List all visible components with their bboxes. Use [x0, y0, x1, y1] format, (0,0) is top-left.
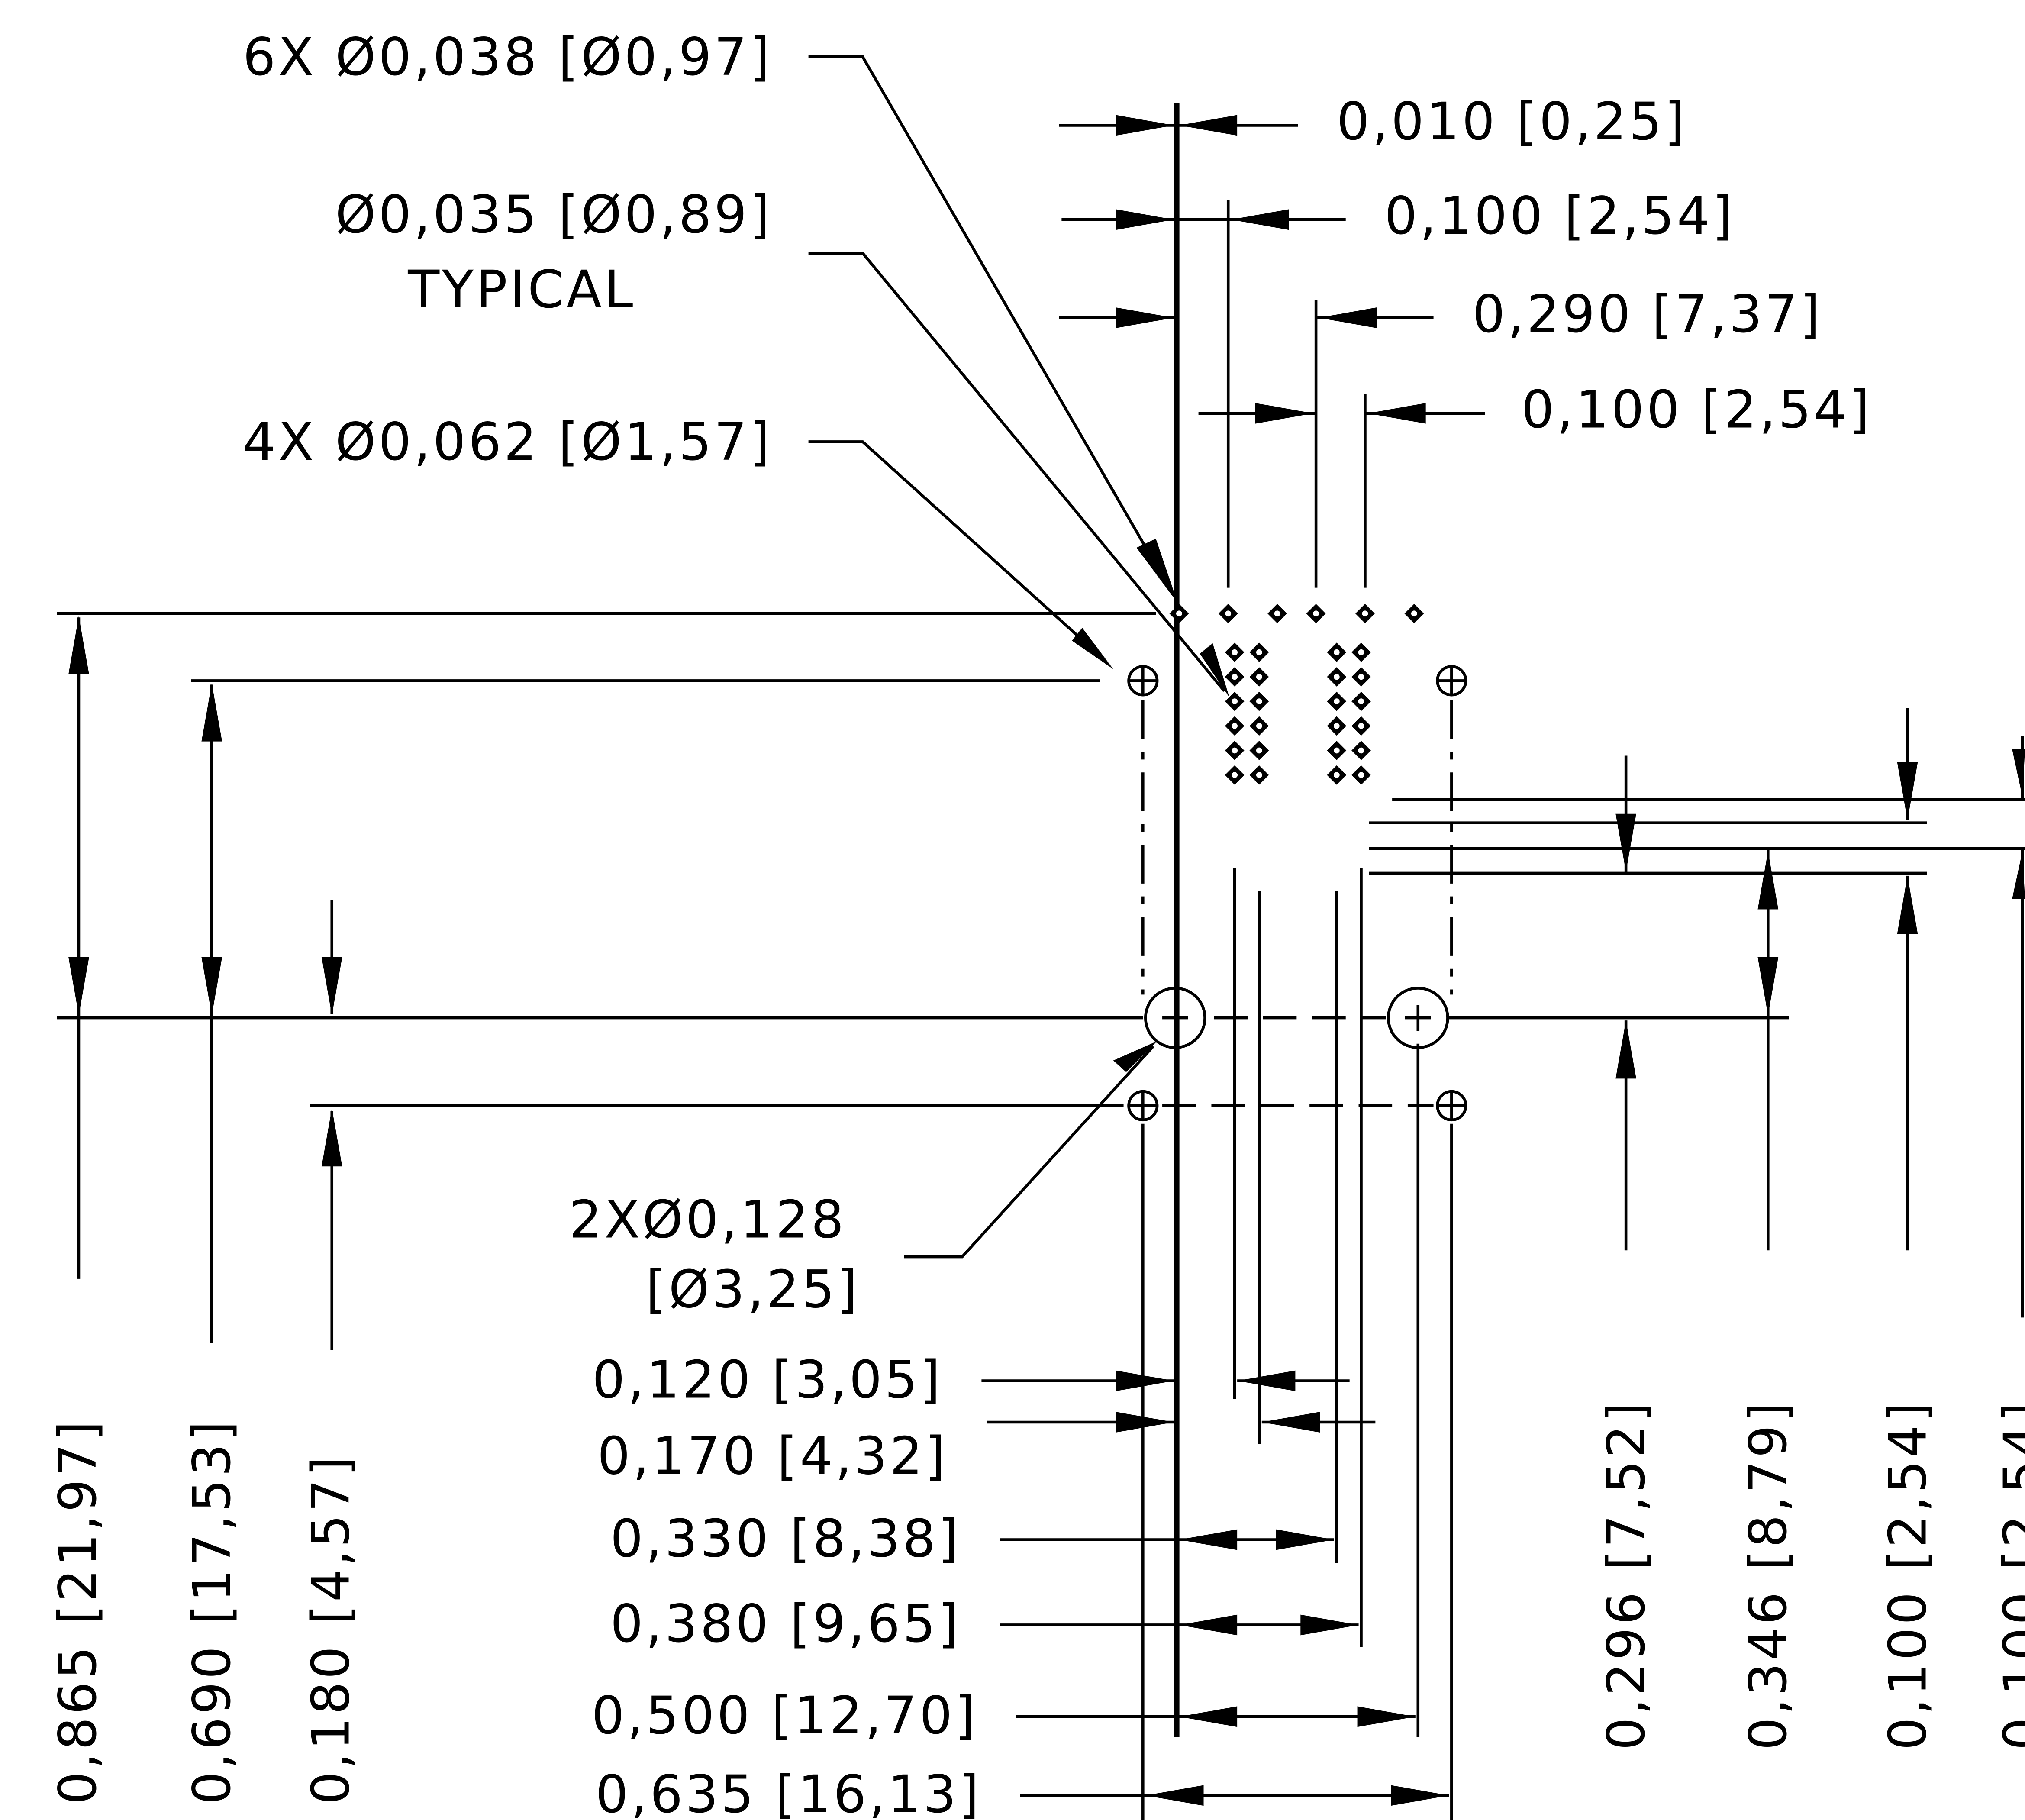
pin-pad-array [1169, 603, 1424, 785]
pin-pad-center [1358, 723, 1364, 729]
right-dim-label: 0,100 [2,54] [1878, 1400, 1938, 1750]
bottom-dim-label: 0,380 [9,65] [610, 1594, 961, 1654]
right-extension-lines [1369, 708, 2025, 1318]
pin-pad-center [1232, 747, 1238, 754]
bottom-dim-label: 0,500 [12,70] [592, 1686, 978, 1746]
top-dim-label: 0,100 [2,54] [1521, 380, 1872, 440]
pin-pad-center [1256, 649, 1262, 655]
pin-pad-center [1232, 649, 1238, 655]
callout-labels: 6X Ø0,038 [Ø0,97] Ø0,035 [Ø0,89] TYPICAL… [243, 27, 860, 1320]
left-dim-label: 0,865 [21,97] [48, 1418, 108, 1804]
pin-pad-center [1232, 674, 1238, 680]
left-extension-lines [57, 612, 1789, 1107]
pin-pad-center [1176, 610, 1182, 617]
top-dimension-labels: 0,010 [0,25] 0,100 [2,54] 0,290 [7,37] 0… [1337, 92, 1872, 440]
callout-pin-holes: 6X Ø0,038 [Ø0,97] [243, 27, 772, 87]
pin-pad-center [1358, 747, 1364, 754]
bottom-dimension-labels: 0,120 [3,05] 0,170 [4,32] 0,330 [8,38] 0… [592, 1350, 982, 1820]
pin-pad-center [1256, 772, 1262, 778]
left-dimension-arrows [68, 616, 342, 1167]
pin-pad-center [1333, 698, 1340, 704]
left-dim-label: 0,690 [17,53] [182, 1418, 242, 1804]
left-dim-label: 0,180 [4,57] [301, 1454, 361, 1804]
pin-pad-center [1256, 723, 1262, 729]
top-dim-label: 0,290 [7,37] [1472, 284, 1823, 345]
top-dim-label: 0,100 [2,54] [1384, 186, 1735, 246]
bottom-dim-label: 0,330 [8,38] [610, 1509, 961, 1569]
pin-pad-center [1358, 772, 1364, 778]
pin-pad-center [1256, 747, 1262, 754]
left-dimension-labels: 0,865 [21,97] 0,690 [17,53] 0,180 [4,57] [48, 1418, 361, 1804]
pin-pad-center [1333, 772, 1340, 778]
right-dimension-labels: 0,296 [7,52] 0,346 [8,79] 0,100 [2,54] 0… [1596, 1400, 2025, 1750]
top-dimension-arrows [1116, 115, 1426, 424]
right-dimension-arrows [1615, 749, 2025, 1079]
top-dim-label: 0,010 [0,25] [1337, 92, 1687, 152]
pin-pad-center [1313, 610, 1319, 617]
small-mounting-holes [1127, 665, 1467, 1122]
callout-leaders [808, 55, 1225, 1259]
pin-pad-center [1362, 610, 1368, 617]
bottom-dimension-arrows [1116, 1370, 1449, 1806]
lower-extension-lines [1141, 700, 1453, 1820]
pin-pad-center [1225, 610, 1232, 617]
pin-pad-center [1274, 610, 1280, 617]
callout-typical-holes: Ø0,035 [Ø0,89] [335, 185, 772, 245]
callout-typical-word: TYPICAL [407, 260, 635, 320]
large-mounting-holes [1144, 987, 1449, 1049]
right-dim-label: 0,296 [7,52] [1596, 1400, 1657, 1750]
pin-pad-center [1232, 698, 1238, 704]
bottom-dim-label: 0,170 [4,32] [597, 1426, 948, 1486]
callout-arrowheads [1072, 539, 1230, 1072]
pin-pad-center [1358, 674, 1364, 680]
bottom-dim-label: 0,120 [3,05] [592, 1350, 943, 1410]
right-dim-label: 0,346 [8,79] [1738, 1400, 1799, 1750]
pin-pad-center [1358, 649, 1364, 655]
pin-pad-center [1333, 747, 1340, 754]
right-dim-label: 0,100 [2,54] [1993, 1400, 2025, 1750]
pin-pad-center [1232, 772, 1238, 778]
pin-pad-center [1358, 698, 1364, 704]
bottom-dim-label: 0,635 [16,13] [596, 1765, 982, 1820]
pin-pad-center [1411, 610, 1417, 617]
pin-pad-center [1256, 674, 1262, 680]
pin-pad-center [1256, 698, 1262, 704]
pin-pad-center [1232, 723, 1238, 729]
callout-large-holes-line1: 2XØ0,128 [569, 1190, 846, 1250]
pin-pad-center [1333, 649, 1340, 655]
bottom-dimension-lines [981, 1379, 1449, 1797]
callout-mount-holes: 4X Ø0,062 [Ø1,57] [243, 412, 772, 472]
pin-pad-center [1333, 674, 1340, 680]
callout-large-holes-line2: [Ø3,25] [646, 1259, 860, 1320]
pin-pad-center [1333, 723, 1340, 729]
